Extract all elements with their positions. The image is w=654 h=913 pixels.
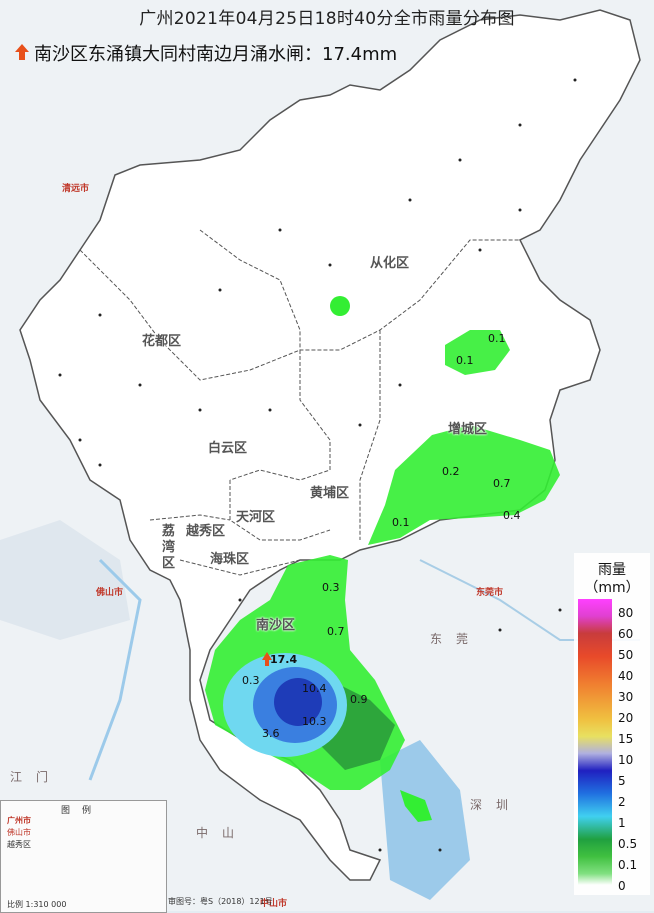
- rain-value: 0.7: [493, 477, 511, 490]
- rain-value: 10.3: [302, 715, 327, 728]
- district-conghua: 从化区: [370, 256, 410, 271]
- rain-value: 3.6: [262, 727, 280, 740]
- map-symbol-legend: 图例 广州市 佛山市 越秀区 比例 1:310 000: [0, 800, 167, 913]
- river-west: [88, 558, 142, 781]
- max-arrow-icon: [15, 44, 29, 60]
- rainfall-legend: 雨量 （mm） 80 60 50 40 30 20 15 10 5 2 1 0.…: [574, 553, 650, 895]
- legend-label: 40: [618, 669, 634, 683]
- rain-area-conghua-spot: [330, 296, 350, 316]
- rain-value: 0.3: [322, 581, 340, 594]
- boundary-haizhu: [179, 559, 301, 576]
- inset-item: 佛山市: [7, 828, 31, 837]
- rain-value: 0.1: [392, 516, 410, 529]
- boundary-baiyun: [229, 350, 331, 481]
- district-boundaries: [79, 229, 520, 576]
- boundary-tianhe: [229, 480, 331, 541]
- legend-label: 20: [618, 711, 634, 725]
- rain-area-dark-blue: [274, 678, 322, 726]
- district-nansha: 南沙区: [256, 618, 296, 633]
- rain-value: 10.4: [302, 682, 327, 695]
- water-body-west: [0, 520, 130, 640]
- boundary-huadu: [79, 249, 301, 381]
- region-label-jiangmen: 江门: [10, 770, 63, 784]
- max-station-text: 南沙区东涌镇大同村南边月涌水闸：17.4mm: [34, 44, 398, 65]
- inset-item: 越秀区: [7, 840, 31, 849]
- legend-color-bar: [578, 599, 612, 885]
- rain-value: 0.7: [327, 625, 345, 638]
- legend-label: 1: [618, 816, 626, 830]
- map-title: 广州2021年04月25日18时40分全市雨量分布图: [139, 9, 515, 29]
- city-label-zhongshan: 中山市: [260, 899, 288, 909]
- region-label-zhongshan: 中山: [196, 826, 249, 840]
- inset-title: 图例: [61, 806, 104, 816]
- legend-unit: （mm）: [584, 580, 640, 596]
- rain-value: 0.2: [442, 465, 460, 478]
- legend-label: 50: [618, 648, 634, 662]
- rain-value: 0.9: [350, 693, 368, 706]
- rain-area-conghua-east: [445, 330, 510, 375]
- rain-area-south-spot: [400, 790, 432, 822]
- station-dots: [58, 78, 577, 852]
- region-label-dongguan: 东莞: [430, 632, 483, 646]
- district-huadu: 花都区: [142, 334, 182, 349]
- inset-scale: 比例 1:310 000: [7, 900, 67, 909]
- district-tianhe: 天河区: [236, 510, 276, 525]
- legend-label: 10: [618, 753, 634, 767]
- rain-value: 0.1: [488, 332, 506, 345]
- rain-area-zengcheng: [368, 425, 560, 545]
- district-huangpu: 黄埔区: [310, 486, 350, 501]
- region-label-shenzhen: 深圳: [470, 798, 523, 812]
- boundary-conghua: [199, 229, 520, 351]
- legend-label: 5: [618, 774, 626, 788]
- legend-label: 80: [618, 606, 634, 620]
- legend-label: 30: [618, 690, 634, 704]
- rain-value: 0.3: [242, 674, 260, 687]
- legend-label: 0.1: [618, 858, 638, 872]
- legend-label: 15: [618, 732, 634, 746]
- rain-value: 0.4: [503, 509, 521, 522]
- boundary-yuexiu: [149, 514, 231, 521]
- district-baiyun: 白云区: [208, 441, 248, 456]
- map-number: 审图号：粤S（2018）121号: [168, 897, 273, 906]
- max-station-marker: [262, 652, 272, 666]
- city-label-qingyuan: 清远市: [62, 184, 90, 194]
- city-label-foshan: 佛山市: [96, 588, 124, 598]
- legend-label: 0: [618, 879, 626, 893]
- inset-item: 广州市: [7, 816, 31, 825]
- city-label-dongguan: 东莞市: [476, 588, 504, 598]
- max-station-value: 17.4: [270, 653, 298, 666]
- max-station-line: 南沙区东涌镇大同村南边月涌水闸：17.4mm: [14, 40, 397, 66]
- legend-label: 60: [618, 627, 634, 641]
- district-yuexiu: 越秀区: [186, 524, 226, 539]
- rain-value: 0.1: [456, 354, 474, 367]
- district-liwan: 荔湾区: [162, 524, 176, 571]
- legend-label: 2: [618, 795, 626, 809]
- district-zengcheng: 增城区: [448, 422, 488, 437]
- district-haizhu: 海珠区: [210, 552, 250, 567]
- legend-label: 0.5: [618, 837, 638, 851]
- legend-title: 雨量: [598, 562, 626, 578]
- boundary-zengcheng: [359, 330, 381, 540]
